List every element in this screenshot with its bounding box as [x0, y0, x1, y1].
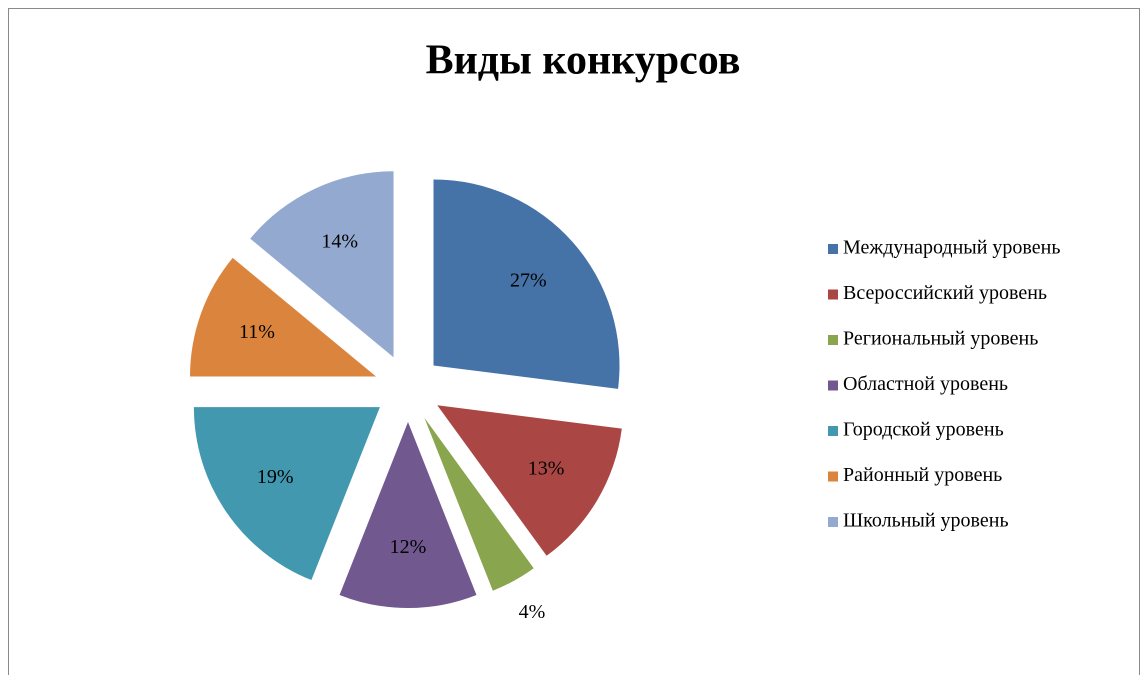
legend-label: Всероссийский уровень [843, 282, 1047, 304]
data-label: 4% [519, 601, 546, 623]
pie-slice [437, 405, 622, 556]
chart-frame [8, 8, 1140, 675]
legend-label: Городской уровень [843, 419, 1004, 441]
pie-slice [424, 417, 534, 591]
legend-swatch [828, 380, 838, 391]
legend-label: Районный уровень [843, 464, 1002, 486]
legend-label: Школьный уровень [843, 510, 1009, 532]
legend-swatch [828, 426, 838, 436]
data-label: 12% [390, 536, 427, 558]
pie-slice [190, 257, 377, 377]
legend-label: Международный уровень [843, 237, 1060, 259]
data-label: 11% [239, 321, 275, 343]
legend-swatch [828, 335, 838, 345]
pie-slice [193, 407, 380, 581]
data-label: 19% [257, 466, 294, 488]
legend-swatch [828, 289, 838, 300]
chart-title: Виды конкурсов [426, 38, 741, 84]
data-label: 27% [510, 269, 547, 291]
legend-swatch [828, 244, 838, 254]
legend-label: Региональный уровень [843, 328, 1038, 350]
data-label: 13% [528, 457, 565, 479]
data-label: 14% [321, 230, 358, 252]
pie-slice [250, 171, 394, 358]
pie-slice [339, 422, 477, 608]
legend-swatch [828, 471, 838, 482]
pie-slice [433, 179, 620, 389]
legend-label: Областной уровень [843, 373, 1008, 395]
legend-swatch [828, 517, 838, 527]
